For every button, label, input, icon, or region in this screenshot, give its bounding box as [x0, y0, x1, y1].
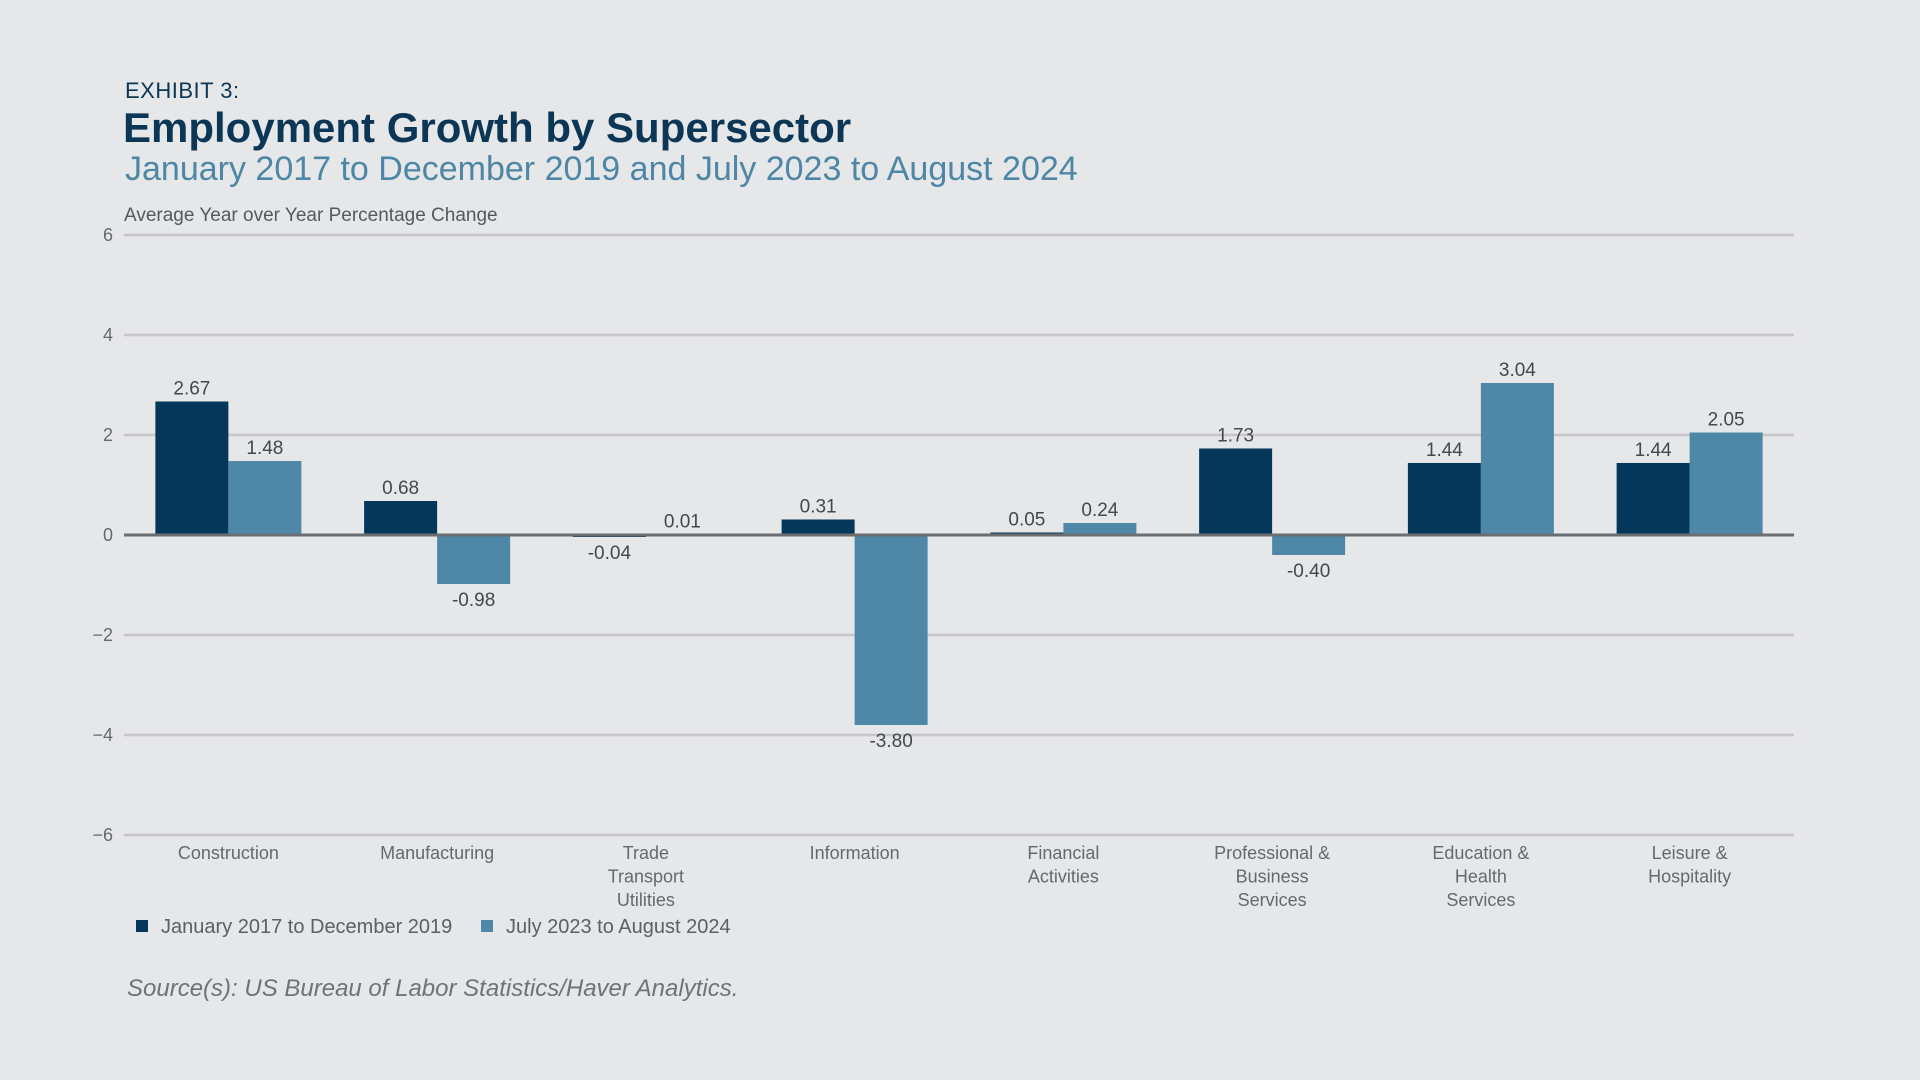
bar-series-2 [1480, 383, 1554, 535]
x-category-label: Services [1446, 890, 1515, 910]
legend-swatch [136, 920, 148, 932]
data-label: 0.24 [1081, 500, 1118, 521]
bar-series-2 [437, 535, 511, 584]
bar-series-2 [228, 461, 302, 535]
bar-series-2 [1272, 535, 1346, 555]
bar-chart: Average Year over Year Percentage Change… [92, 205, 1794, 938]
y-tick-label: 0 [103, 525, 113, 545]
y-tick-label: −4 [92, 725, 113, 745]
x-category-label: Construction [178, 843, 279, 863]
exhibit-label: EXHIBIT 3: [125, 78, 240, 103]
bar-series-1 [364, 501, 438, 535]
y-tick-label: 6 [103, 225, 113, 245]
bar-series-2 [1063, 523, 1137, 535]
x-category-label: Business [1236, 867, 1309, 887]
bar-series-1 [1199, 448, 1273, 535]
data-label: -0.04 [588, 543, 632, 564]
bars [155, 383, 1763, 725]
bar-series-1 [1616, 463, 1690, 535]
data-label: 3.04 [1499, 360, 1536, 381]
x-category-label: Utilities [617, 890, 675, 910]
y-tick-label: 2 [103, 425, 113, 445]
y-axis-ticks: 6 4 2 0 −2 −4 −6 [92, 225, 113, 845]
data-label: 1.44 [1426, 440, 1463, 461]
chart-subtitle: January 2017 to December 2019 and July 2… [125, 150, 1078, 188]
y-axis-label: Average Year over Year Percentage Change [124, 205, 498, 226]
legend: January 2017 to December 2019 July 2023 t… [136, 916, 731, 938]
data-label: 0.05 [1008, 510, 1045, 531]
legend-label: January 2017 to December 2019 [161, 916, 452, 938]
data-label: 0.31 [800, 497, 837, 518]
x-category-label: Health [1455, 867, 1507, 887]
x-category-label: Leisure & [1652, 843, 1728, 863]
data-labels: 2.67 1.48 0.68 -0.98 -0.04 0.01 0.31 -3.80 0.05 0… [173, 360, 1744, 752]
x-category-label: Transport [608, 867, 684, 887]
x-category-label: Manufacturing [380, 843, 494, 863]
x-category-label: Hospitality [1648, 867, 1731, 887]
data-label: -3.80 [869, 731, 912, 752]
chart-title: Employment Growth by Supersector [123, 104, 852, 151]
y-tick-label: 4 [103, 325, 113, 345]
bar-series-2 [1689, 432, 1763, 535]
x-category-label: Financial [1027, 843, 1099, 863]
data-label: 2.05 [1708, 410, 1745, 431]
bar-series-1 [1407, 463, 1481, 535]
x-category-label: Professional & [1214, 843, 1330, 863]
data-label: 1.48 [246, 438, 283, 459]
data-label: 1.44 [1635, 440, 1672, 461]
x-category-label: Services [1238, 890, 1307, 910]
x-category-label: Education & [1432, 843, 1529, 863]
bar-series-1 [781, 519, 855, 535]
x-category-label: Activities [1028, 867, 1099, 887]
y-tick-label: −6 [92, 825, 113, 845]
data-label: -0.98 [452, 590, 495, 611]
data-label: 2.67 [173, 379, 210, 400]
grid-lines [124, 233, 1794, 837]
data-label: 1.73 [1217, 426, 1254, 447]
bar-series-1 [155, 401, 229, 535]
legend-label: July 2023 to August 2024 [506, 916, 731, 938]
x-category-label: Information [810, 843, 900, 863]
x-axis-categories: Construction Manufacturing Trade Transport U… [178, 843, 1731, 910]
y-tick-label: −2 [92, 625, 113, 645]
data-label: 0.68 [382, 478, 419, 499]
source-note: Source(s): US Bureau of Labor Statistics… [127, 975, 739, 1002]
data-label: -0.40 [1287, 561, 1330, 582]
legend-swatch [481, 920, 493, 932]
bar-series-2 [854, 535, 928, 725]
x-category-label: Trade [623, 843, 669, 863]
data-label: 0.01 [664, 512, 701, 533]
